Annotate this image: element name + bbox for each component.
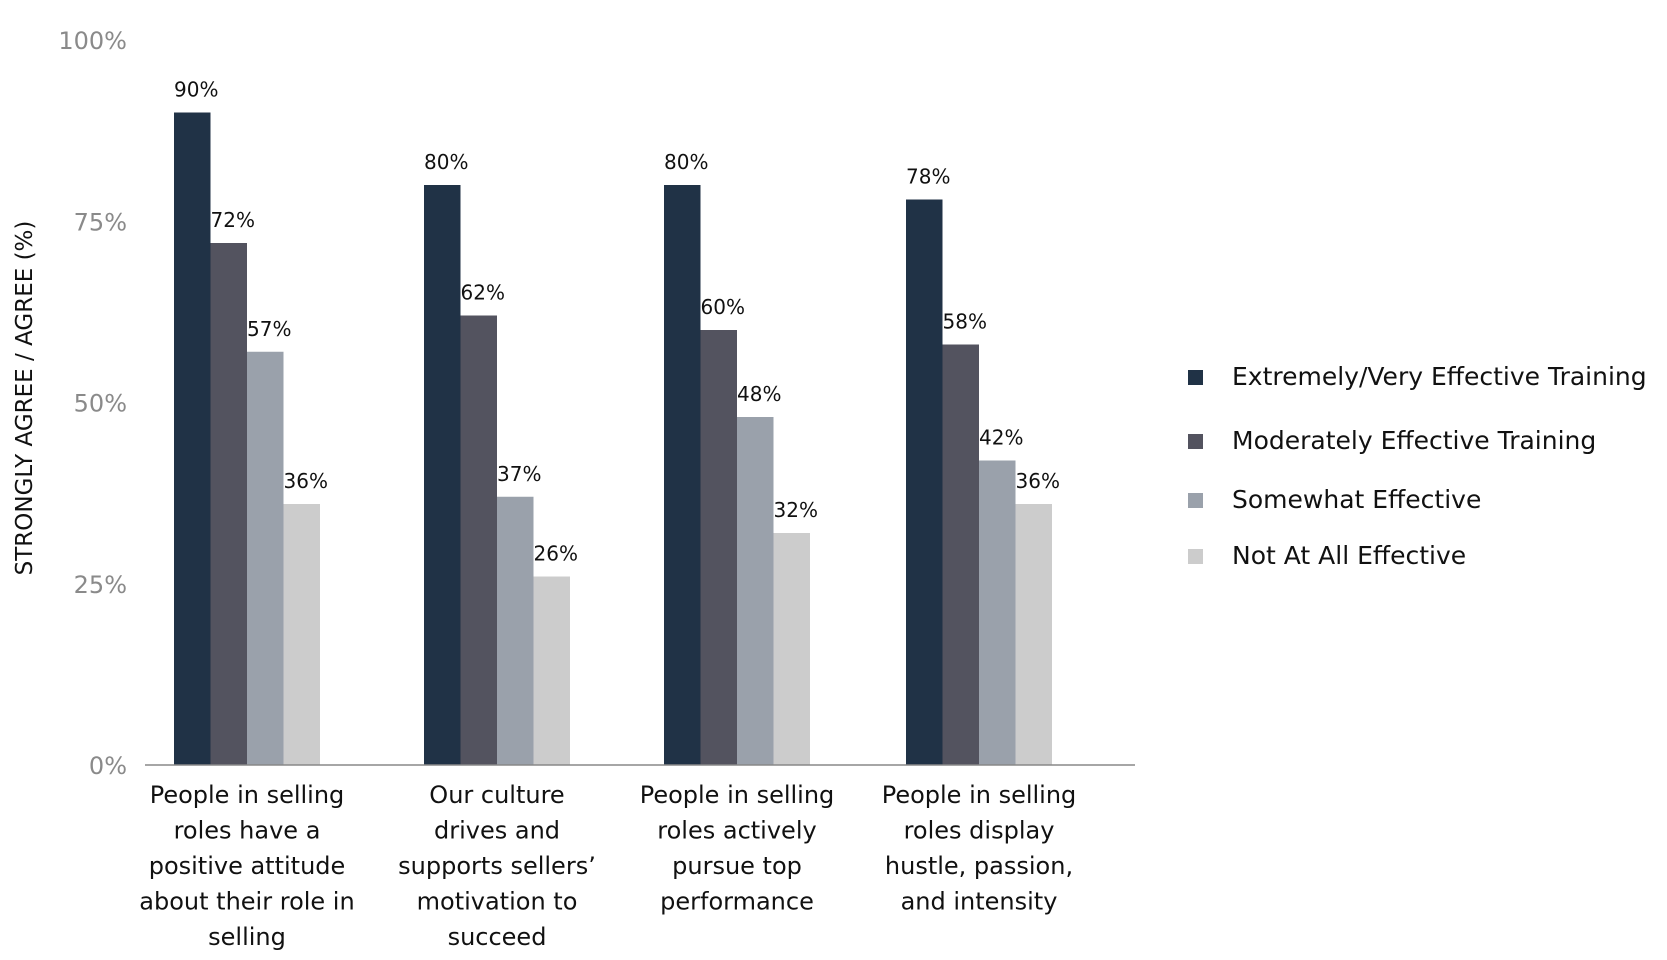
category-label-line: selling <box>208 923 286 951</box>
bar <box>460 315 497 765</box>
legend-label: Not At All Effective <box>1232 541 1466 570</box>
bar <box>942 344 979 765</box>
category-label-line: supports sellers’ <box>398 852 596 880</box>
category-label-line: roles display <box>904 817 1055 845</box>
bar <box>210 243 247 765</box>
y-tick-label: 50% <box>74 390 127 418</box>
category-label-line: roles have a <box>174 817 321 845</box>
data-label: 72% <box>211 208 255 232</box>
legend-swatch <box>1188 549 1203 564</box>
legend-item: Extremely/Very Effective Training <box>1188 362 1647 391</box>
data-label: 36% <box>284 469 328 493</box>
y-tick-label: 0% <box>89 752 127 780</box>
legend-swatch <box>1188 493 1203 508</box>
category-label: People in selling roles have a positive at… <box>139 781 354 951</box>
data-label: 90% <box>174 78 218 102</box>
data-label: 80% <box>664 150 708 174</box>
bar <box>174 112 211 765</box>
y-tick-label: 25% <box>74 571 127 599</box>
category-label-line: pursue top <box>672 852 802 880</box>
data-label: 58% <box>943 310 987 334</box>
data-label: 57% <box>247 317 291 341</box>
legend-swatch <box>1188 434 1203 449</box>
bar <box>773 533 810 765</box>
bar <box>497 496 534 765</box>
category-label-line: roles actively <box>657 817 816 845</box>
category-label: People in selling roles actively pursue to… <box>640 781 835 916</box>
data-label: 26% <box>534 542 578 566</box>
bar <box>979 460 1016 765</box>
category-label-line: and intensity <box>901 888 1058 916</box>
category-label-line: Our culture <box>429 781 564 809</box>
bar <box>424 185 461 765</box>
y-tick-label: 75% <box>74 208 127 236</box>
y-axis-label: STRONGLY AGREE / AGREE (%) <box>12 221 38 576</box>
category-label-line: People in selling <box>640 781 835 809</box>
y-tick-label: 100% <box>58 27 127 55</box>
bar <box>664 185 701 765</box>
category-label-line: hustle, passion, <box>885 852 1073 880</box>
bar <box>1015 504 1052 765</box>
legend-swatch <box>1188 370 1203 385</box>
data-label: 36% <box>1016 469 1060 493</box>
bar <box>906 199 943 765</box>
category-label-line: about their role in <box>139 888 354 916</box>
data-label: 32% <box>774 498 818 522</box>
legend-item: Somewhat Effective <box>1188 485 1481 514</box>
bar <box>247 351 284 765</box>
category-label: People in selling roles display hustle, pa… <box>882 781 1077 916</box>
category-label-line: positive attitude <box>149 852 346 880</box>
legend-item: Moderately Effective Training <box>1188 426 1596 455</box>
category-label-line: motivation to <box>417 888 578 916</box>
category-label: Our culture drives and supports sellers’ mo… <box>398 781 596 951</box>
legend-label: Moderately Effective Training <box>1232 426 1596 455</box>
data-label: 78% <box>906 165 950 189</box>
data-label: 60% <box>701 295 745 319</box>
legend-item: Not At All Effective <box>1188 541 1466 570</box>
legend-label: Extremely/Very Effective Training <box>1232 362 1647 391</box>
bar <box>700 330 737 765</box>
legend-label: Somewhat Effective <box>1232 485 1481 514</box>
data-label: 37% <box>497 462 541 486</box>
category-label-line: People in selling <box>882 781 1077 809</box>
category-label-line: performance <box>660 888 814 916</box>
bar <box>533 576 570 765</box>
category-label-line: succeed <box>448 923 547 951</box>
data-label: 80% <box>424 150 468 174</box>
data-label: 62% <box>461 281 505 305</box>
category-label-line: People in selling <box>150 781 345 809</box>
data-label: 42% <box>979 426 1023 450</box>
category-label-line: drives and <box>434 817 560 845</box>
bar <box>283 504 320 765</box>
bar <box>737 417 774 765</box>
data-label: 48% <box>737 382 781 406</box>
